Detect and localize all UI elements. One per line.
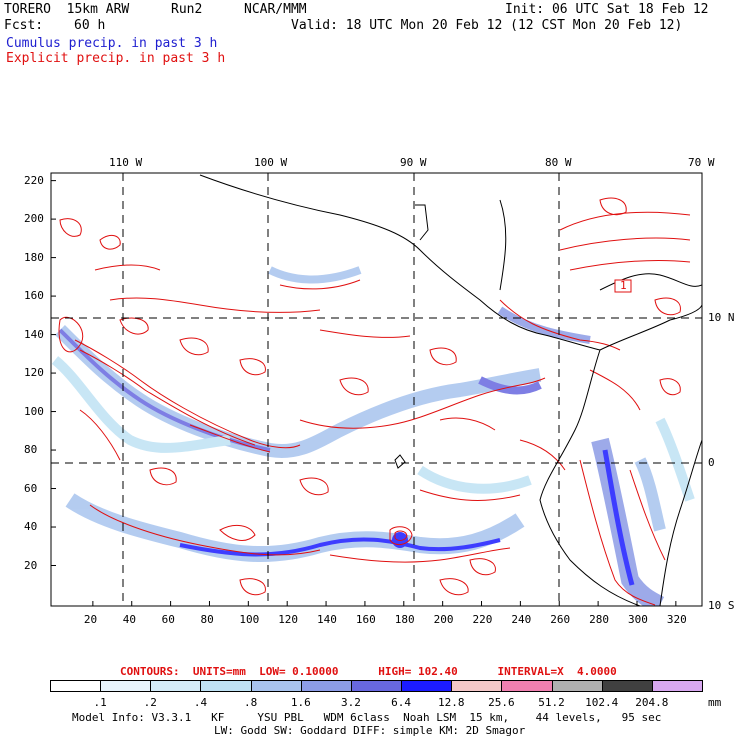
forecast-label: Fcst: xyxy=(4,18,44,33)
legend-swatch xyxy=(150,680,202,692)
legend-swatch xyxy=(350,680,403,692)
legend-swatch xyxy=(501,680,553,692)
y-tick-label: 80 xyxy=(24,443,38,457)
legend-swatch xyxy=(651,680,703,692)
legend-swatch xyxy=(100,680,152,692)
legend-label: 12.8 xyxy=(437,696,465,709)
x-tick-label: 240 xyxy=(511,613,532,626)
legend-label: 204.8 xyxy=(635,696,669,709)
legend-label: 6.4 xyxy=(391,696,411,709)
y-tick-label: 40 xyxy=(24,520,38,534)
x-tick-label: 320 xyxy=(666,613,687,626)
org-label: NCAR/MMM xyxy=(244,2,307,17)
init-time: Init: 06 UTC Sat 18 Feb 12 xyxy=(505,2,709,17)
x-tick-label: 80 xyxy=(200,613,214,626)
y-tick-label: 200 xyxy=(24,212,44,226)
legend-swatch xyxy=(200,680,252,692)
lon-label: 110 W xyxy=(109,156,143,169)
model-info: Model Info: V3.3.1 KF YSU PBL WDM 6class… xyxy=(72,711,662,724)
x-tick-label: 220 xyxy=(472,613,493,626)
x-tick-label: 120 xyxy=(278,613,299,626)
legend-swatch xyxy=(300,680,352,692)
x-tick-label: 300 xyxy=(627,613,648,626)
coastlines xyxy=(199,174,702,606)
contours-info: CONTOURS: UNITS=mm LOW= 0.10000 HIGH= 10… xyxy=(120,665,617,678)
explicit-precip-contours xyxy=(58,197,691,606)
contour-label: 1 xyxy=(620,279,627,292)
forecast-value: 60 h xyxy=(74,18,106,33)
legend-label: 3.2 xyxy=(340,696,361,709)
y-tick-label: 220 xyxy=(24,173,44,187)
valid-time: Valid: 18 UTC Mon 20 Feb 12 (12 CST Mon … xyxy=(291,18,683,33)
y-tick-label: 140 xyxy=(24,327,44,341)
legend-unit: mm xyxy=(708,696,722,709)
y-tick-label: 20 xyxy=(24,558,38,572)
legend-label: .8 xyxy=(243,696,258,709)
legend-label: 25.6 xyxy=(488,696,515,709)
legend-label: 102.4 xyxy=(585,696,619,709)
explicit-precip-legend: Explicit precip. in past 3 h xyxy=(6,51,226,66)
x-tick-label: 160 xyxy=(355,613,376,626)
legend-swatch xyxy=(250,680,302,692)
x-tick-label: 260 xyxy=(550,613,571,626)
x-tick-label: 140 xyxy=(317,613,337,626)
legend-swatch xyxy=(451,680,503,692)
lat-label: 10 S xyxy=(708,599,735,612)
x-tick-label: 100 xyxy=(239,613,260,626)
y-tick-label: 120 xyxy=(24,366,44,380)
map-frame xyxy=(50,172,703,607)
color-legend xyxy=(50,680,703,694)
legend-swatch xyxy=(551,680,603,692)
legend-label: .2 xyxy=(143,696,157,709)
run-label: Run2 xyxy=(171,2,203,17)
cumulus-precip-legend: Cumulus precip. in past 3 h xyxy=(6,36,218,51)
y-tick-label: 180 xyxy=(24,250,44,264)
legend-label: .1 xyxy=(93,696,107,709)
lon-label: 90 W xyxy=(400,156,427,169)
legend-label: 1.6 xyxy=(290,696,311,709)
model-physics: LW: Godd SW: Goddard DIFF: simple KM: 2D… xyxy=(214,724,526,737)
legend-swatch xyxy=(401,680,453,692)
x-tick-label: 280 xyxy=(589,613,609,626)
lon-label: 100 W xyxy=(254,156,288,169)
model-title: TORERO 15km ARW xyxy=(4,2,130,17)
lat-lon-grid xyxy=(51,173,702,606)
y-tick-label: 100 xyxy=(24,404,44,418)
lat-label: 10 N xyxy=(708,311,735,324)
x-tick-label: 40 xyxy=(122,613,136,626)
x-tick-label: 200 xyxy=(433,613,454,626)
lon-label: 80 W xyxy=(545,156,572,169)
y-tick-label: 160 xyxy=(24,289,44,303)
legend-label: 51.2 xyxy=(538,696,565,709)
legend-swatch xyxy=(50,680,102,692)
contour-label-box xyxy=(614,279,632,293)
x-tick-label: 60 xyxy=(161,613,175,626)
lon-label: 70 W xyxy=(688,156,715,169)
lat-label: 0 xyxy=(708,456,715,469)
legend-swatch xyxy=(601,680,653,692)
legend-label: .4 xyxy=(193,696,208,709)
x-tick-label: 20 xyxy=(83,613,98,626)
x-tick-label: 180 xyxy=(394,613,415,626)
y-tick-label: 60 xyxy=(24,481,38,495)
